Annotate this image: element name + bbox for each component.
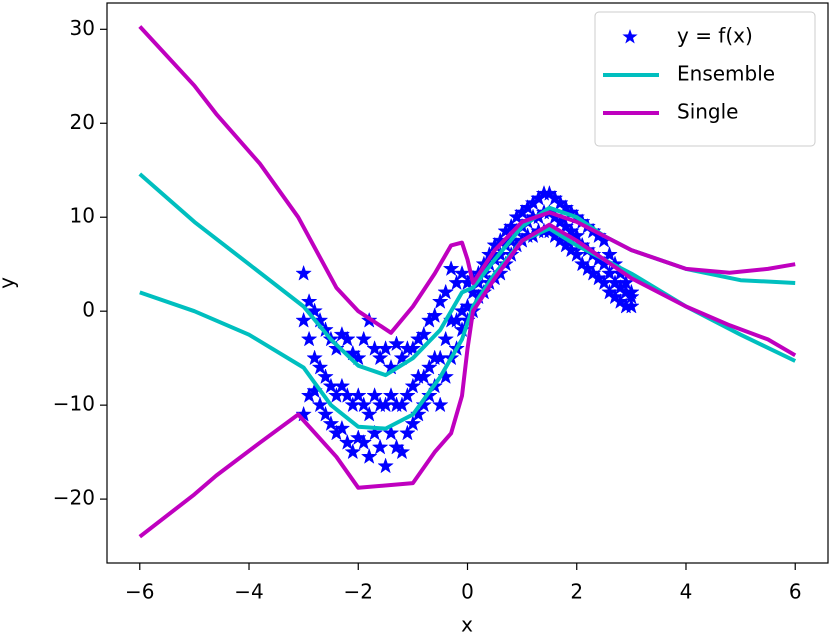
scatter-point: [426, 307, 444, 324]
scatter-point: [404, 340, 422, 356]
scatter-point: [431, 396, 449, 413]
scatter-point: [360, 405, 378, 422]
scatter-point: [371, 349, 389, 366]
scatter-point: [382, 387, 400, 403]
scatter-point: [393, 396, 411, 413]
scatter-point: [399, 387, 416, 403]
x-tick-label: 0: [461, 580, 474, 604]
scatter-point: [328, 340, 345, 356]
scatter-point: [349, 349, 367, 366]
x-tick-label: 4: [680, 580, 693, 604]
legend-label: Single: [677, 100, 738, 124]
legend-label: y = f(x): [677, 24, 753, 48]
scatter-point: [388, 335, 405, 352]
scatter-point: [393, 349, 411, 366]
x-axis-label: x: [461, 613, 473, 636]
scatter-point: [366, 424, 384, 441]
scatter-point: [300, 293, 318, 309]
x-tick-label: −2: [344, 580, 373, 604]
plot-area: [138, 25, 797, 539]
scatter-point: [404, 415, 422, 432]
scatter-point: [601, 264, 618, 281]
scatter-point: [404, 377, 422, 394]
y-tick-label: −10: [53, 392, 95, 416]
scatter-point: [415, 325, 433, 342]
scatter-point: [601, 246, 618, 262]
line-lower: [139, 226, 797, 431]
scatter-point: [437, 330, 455, 347]
scatter-point: [442, 260, 460, 277]
scatter-point: [623, 297, 640, 314]
scatter-point: [399, 424, 416, 441]
scatter-point: [448, 311, 465, 328]
x-tick-label: 2: [570, 580, 583, 604]
scatter-point: [349, 387, 367, 403]
scatter-point: [295, 264, 312, 281]
line-lower: [138, 222, 797, 539]
scatter-point: [382, 424, 400, 441]
scatter-point: [568, 246, 586, 262]
scatter-point: [371, 438, 389, 455]
scatter-point: [431, 293, 449, 309]
scatter-point: [415, 368, 433, 385]
scatter-point: [420, 358, 438, 375]
scatter-point: [355, 433, 373, 450]
y-axis-label: y: [0, 277, 19, 289]
scatter-point: [377, 457, 394, 474]
scatter-point: [300, 330, 318, 347]
scatter-point: [453, 264, 471, 281]
x-tick-label: −4: [234, 580, 263, 604]
scatter-point: [431, 349, 449, 366]
y-tick-label: 20: [70, 110, 95, 134]
x-tick-label: 6: [789, 580, 802, 604]
scatter-point: [366, 387, 384, 403]
scatter-point: [393, 443, 411, 460]
scatter-point: [333, 377, 351, 394]
scatter-point: [355, 330, 373, 347]
scatter-point: [311, 396, 329, 413]
scatter-point: [344, 443, 362, 460]
legend-marker: [622, 29, 638, 44]
y-tick-label: 0: [82, 298, 95, 322]
scatter-point: [437, 283, 455, 300]
scatter-point: [311, 358, 329, 375]
y-tick-label: 10: [70, 204, 95, 228]
y-tick-label: 30: [70, 16, 95, 40]
scatter-point: [322, 415, 340, 432]
legend-label: Ensemble: [677, 62, 775, 86]
scatter-point: [623, 288, 640, 305]
scatter-point: [338, 330, 356, 347]
x-tick-label: −6: [125, 580, 154, 604]
scatter-point: [333, 419, 351, 436]
scatter-point: [355, 396, 373, 413]
scatter-point: [306, 349, 323, 366]
legend: y = f(x) Ensemble Single: [594, 11, 816, 147]
y-tick-label: −20: [53, 486, 95, 510]
scatter-point: [317, 368, 334, 385]
scatter-point: [377, 340, 394, 356]
scatter-point: [338, 433, 356, 450]
scatter-point: [317, 405, 334, 422]
line-upper: [138, 25, 796, 335]
scatter-point: [415, 396, 433, 413]
scatter-point: [360, 448, 378, 464]
scatter-point: [295, 311, 312, 328]
scatter-point: [306, 302, 323, 319]
